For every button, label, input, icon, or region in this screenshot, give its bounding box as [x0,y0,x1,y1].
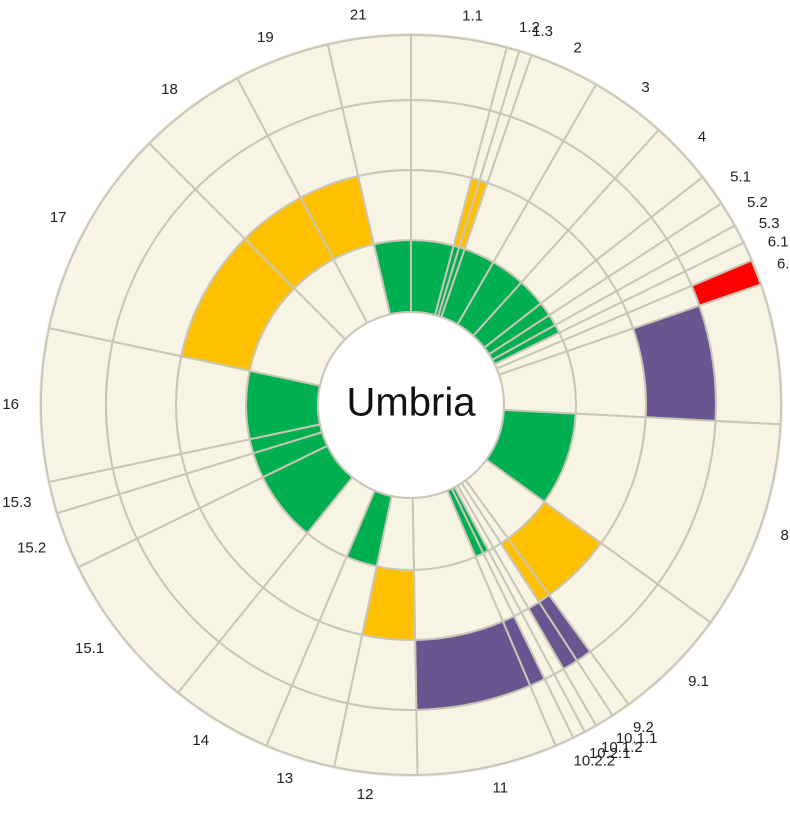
center-hole [317,311,505,499]
sector-label: 16 [2,396,19,413]
sector-label: 10.2.1 [589,745,631,762]
sector-label: 17 [50,209,67,226]
sector-label: 1.2 [519,19,540,36]
sector-label: 2 [574,39,582,56]
sector-label: 15.1 [75,640,104,657]
sector-label: 4 [698,129,706,146]
sector-label: 10.1.1 [616,730,658,747]
sector-label: 15.2 [17,540,46,557]
sector-label: 12 [357,786,374,803]
sector-label: 5.3 [759,215,780,232]
sector-label: 10.2.2 [574,753,616,770]
sector-ring [105,340,183,470]
sector-label: 3 [641,79,649,96]
sector-label: 18 [161,81,178,98]
chart-title: Umbria [347,381,477,425]
sector-label: 6.2 [777,255,790,272]
sector-ring [332,702,419,776]
sector-label: 8 [781,527,789,544]
sector-label: 21 [350,6,367,23]
sector-label: 6.1 [768,233,789,250]
sector-ring [175,354,251,456]
sector-label: 14 [192,732,209,749]
sector-label: 13 [276,770,293,787]
sector-label: 9.1 [688,673,709,690]
sector-label: 5.1 [730,168,751,185]
sector-ring [326,33,412,110]
sector-ring [40,326,114,484]
sector-label: 1.1 [462,7,483,24]
sector-label: 10.1.2 [601,739,643,756]
sector-label: 1.3 [532,23,553,40]
sector-label: 19 [257,29,274,46]
sector-label: 11 [493,779,509,796]
sector-label: 5.2 [747,194,768,211]
sector-label: 15.3 [2,494,31,511]
sector-label: 9.2 [633,719,654,736]
